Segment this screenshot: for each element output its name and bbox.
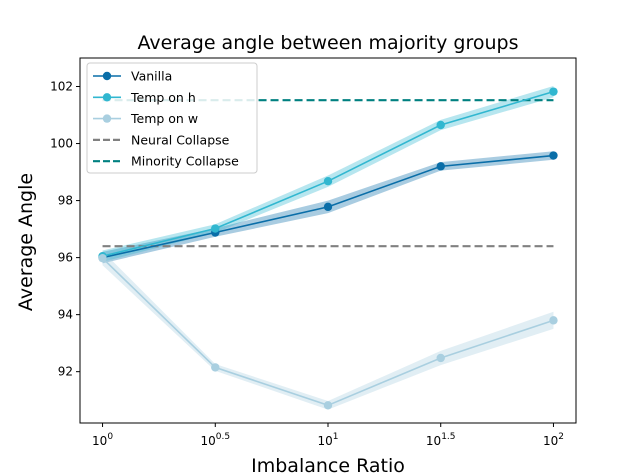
legend-label-0: Vanilla <box>131 69 172 84</box>
band-2 <box>102 251 554 410</box>
legend: Vanilla Temp on h Temp on w Neural Collapse… <box>86 62 258 174</box>
y-tick-label-1: 94 <box>58 308 73 322</box>
point-1-2 <box>323 176 333 186</box>
point-2-4 <box>549 316 558 325</box>
legend-label-2: Temp on w <box>130 111 198 126</box>
y-tick-label-3: 98 <box>58 194 73 208</box>
point-1-3 <box>436 120 445 130</box>
point-1-4 <box>549 87 558 96</box>
point-1-1 <box>211 224 220 233</box>
x-tick-label-0: 100 <box>92 432 113 448</box>
point-0-3 <box>436 162 445 171</box>
y-axis-label: Average Angle <box>15 173 37 311</box>
legend-label-1: Temp on h <box>130 90 196 105</box>
legend-marker-0 <box>102 71 112 81</box>
legend-marker-2 <box>102 114 112 123</box>
point-0-2 <box>323 202 333 212</box>
y-tick-label-2: 96 <box>58 251 73 265</box>
x-ticks: 100 100.5 101 101.5 102 <box>92 423 564 448</box>
series-line-2 <box>101 257 554 407</box>
point-2-3 <box>436 353 445 363</box>
point-2-2 <box>323 401 333 410</box>
legend-label-3: Neural Collapse <box>131 132 230 147</box>
point-2-0 <box>98 253 107 263</box>
x-axis-label: Imbalance Ratio <box>251 455 405 476</box>
legend-marker-1 <box>102 93 112 102</box>
x-tick-label-3: 101.5 <box>426 432 456 448</box>
y-tick-label-4: 100 <box>50 137 73 151</box>
band-1 <box>102 85 554 262</box>
y-ticks: 92 94 96 98 100 102 <box>50 80 80 379</box>
y-tick-label-0: 92 <box>58 365 73 379</box>
point-2-1 <box>211 363 220 372</box>
point-0-4 <box>549 151 558 160</box>
x-tick-label-1: 100.5 <box>200 432 230 448</box>
series-points <box>98 87 558 410</box>
legend-label-4: Minority Collapse <box>131 154 239 169</box>
x-tick-label-4: 102 <box>543 432 564 448</box>
y-tick-label-5: 102 <box>50 80 73 94</box>
legend-box <box>86 62 258 174</box>
chart-title: Average angle between majority groups <box>138 32 519 54</box>
x-tick-label-2: 101 <box>317 432 338 448</box>
